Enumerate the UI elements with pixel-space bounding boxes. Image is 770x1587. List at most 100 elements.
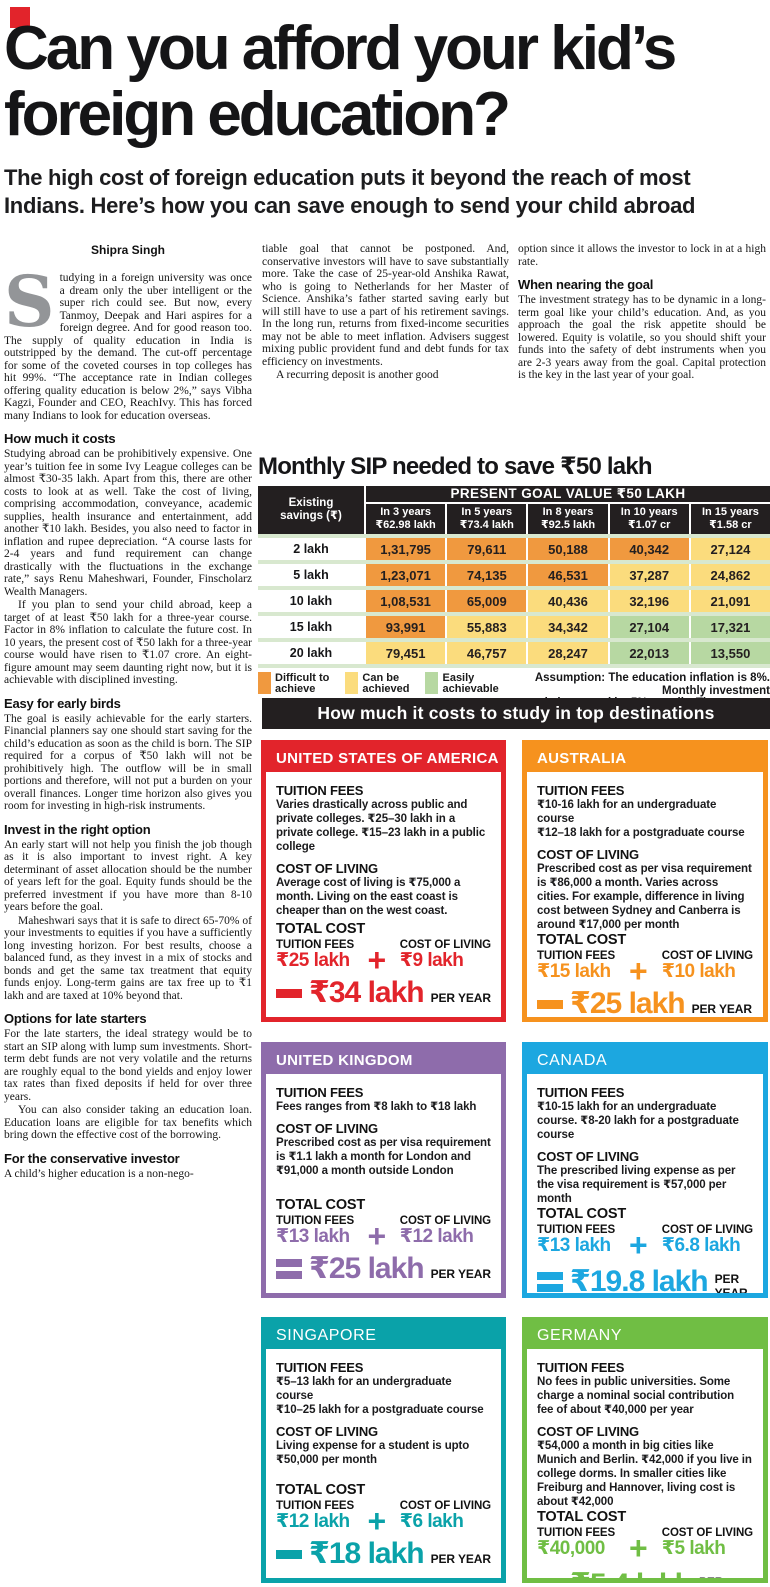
grand-total-row: ₹25 lakh PER YEAR bbox=[276, 1254, 491, 1284]
living-total-label: COST OF LIVING bbox=[661, 950, 753, 962]
cost-of-living-heading: COST OF LIVING bbox=[537, 1424, 639, 1439]
legend-item: Can be achieved bbox=[345, 672, 409, 695]
destination-card: UNITED STATES OF AMERICA TUITION FEES Vari… bbox=[261, 740, 506, 1022]
destination-card-body: TUITION FEES Fees ranges from ₹8 lakh to … bbox=[266, 1074, 501, 1293]
sip-row-header: Existing savings (₹) bbox=[258, 486, 364, 534]
destination-card-title: GERMANY bbox=[527, 1322, 763, 1349]
tuition-total: TUITION FEES ₹15 lakh bbox=[537, 950, 615, 982]
tuition-total-label: TUITION FEES bbox=[276, 1500, 355, 1512]
section-heading: How much it costs bbox=[4, 431, 116, 446]
sip-value-cell: 32,196 bbox=[609, 590, 689, 612]
sip-value-cell: 50,188 bbox=[528, 538, 608, 560]
total-cost-block: TOTAL COST TUITION FEES ₹13 lakh + COST OF L… bbox=[276, 1197, 491, 1284]
total-cost-row: TUITION FEES ₹13 lakh + COST OF LIVING ₹6.8 … bbox=[537, 1224, 753, 1261]
body-paragraph: A child’s higher education is a non-nego… bbox=[4, 1167, 194, 1180]
sip-value-cell: 65,009 bbox=[447, 590, 527, 612]
tuition-fees-text: ₹10-15 lakh for an undergraduate course.… bbox=[537, 1101, 739, 1141]
grand-total-value: ₹5.4 lakh bbox=[570, 1569, 693, 1578]
grand-total-value: ₹19.8 lakh bbox=[570, 1264, 709, 1293]
sip-row-label: 15 lakh bbox=[258, 616, 364, 638]
living-total-value: ₹12 lakh bbox=[399, 1226, 474, 1247]
total-cost-row: TUITION FEES ₹40,000 + COST OF LIVING ₹5 lak… bbox=[537, 1527, 753, 1564]
sip-column-headers: In 3 years ₹62.98 lakh In 5 years ₹73.4 l… bbox=[366, 504, 770, 534]
sip-value-cell: 1,08,531 bbox=[366, 590, 446, 612]
grand-total-row: ₹25 lakh PER YEAR bbox=[537, 989, 753, 1017]
sip-row-label: 20 lakh bbox=[258, 642, 364, 664]
section-heading: For the conservative investor bbox=[4, 1150, 180, 1166]
body-paragraph: The investment strategy has to be dynami… bbox=[518, 294, 766, 381]
destination-card: GERMANY TUITION FEES No fees in public uni… bbox=[522, 1317, 768, 1583]
living-total: COST OF LIVING ₹10 lakh bbox=[662, 950, 753, 982]
cost-of-living-heading: COST OF LIVING bbox=[276, 1424, 378, 1439]
section-heading: When nearing the goal bbox=[518, 277, 654, 292]
tuition-fees-heading: TUITION FEES bbox=[276, 783, 364, 798]
tuition-total: TUITION FEES ₹25 lakh bbox=[276, 939, 354, 971]
sip-value-cell: 79,451 bbox=[366, 642, 446, 664]
plus-icon: + bbox=[367, 1218, 387, 1254]
section-heading: Easy for early birds bbox=[4, 695, 121, 711]
body-paragraph: You can also consider taking an educatio… bbox=[4, 1104, 252, 1141]
total-cost-block: TOTAL COST TUITION FEES ₹13 lakh + COST OF L… bbox=[537, 1206, 753, 1293]
living-total: COST OF LIVING ₹9 lakh bbox=[400, 939, 491, 971]
total-cost-row: TUITION FEES ₹12 lakh + COST OF LIVING ₹6 la… bbox=[276, 1500, 491, 1539]
destination-card-title: SINGAPORE bbox=[266, 1322, 501, 1349]
equals-icon bbox=[537, 1271, 563, 1292]
equals-bar bbox=[276, 988, 302, 998]
total-cost-row: TUITION FEES ₹13 lakh + COST OF LIVING ₹12 l… bbox=[276, 1215, 491, 1254]
destination-card: AUSTRALIA TUITION FEES ₹10-16 lakh for an … bbox=[522, 740, 768, 1022]
total-cost-heading: TOTAL COST bbox=[537, 932, 627, 948]
tuition-fees-heading: TUITION FEES bbox=[276, 1085, 364, 1100]
body-paragraph: If you plan to send your child abroad, k… bbox=[4, 599, 252, 686]
sip-value-cell: 13,550 bbox=[690, 642, 770, 664]
plus-icon: + bbox=[367, 942, 387, 978]
total-cost-block: TOTAL COST TUITION FEES ₹15 lakh + COST OF L… bbox=[537, 932, 753, 1017]
sip-value-cell: 1,23,071 bbox=[366, 564, 446, 586]
tuition-total-value: ₹13 lakh bbox=[537, 1235, 611, 1256]
tuition-fees-text: ₹10-16 lakh for an undergraduate course … bbox=[537, 799, 745, 839]
total-cost-block: TOTAL COST TUITION FEES ₹40,000 + COST OF LI… bbox=[537, 1509, 753, 1578]
destination-card-body: TUITION FEES No fees in public universiti… bbox=[527, 1349, 763, 1578]
tuition-fees-heading: TUITION FEES bbox=[537, 1360, 625, 1375]
tuition-total: TUITION FEES ₹40,000 bbox=[537, 1527, 615, 1559]
destination-card: SINGAPORE TUITION FEES ₹5–13 lakh for an u… bbox=[261, 1317, 506, 1583]
sip-value-cell: 40,342 bbox=[609, 538, 689, 560]
sip-value-cell: 40,436 bbox=[528, 590, 608, 612]
legend-swatch bbox=[258, 672, 271, 694]
sip-value-cell: 46,531 bbox=[528, 564, 608, 586]
sip-column-header: In 5 years ₹73.4 lakh bbox=[447, 504, 527, 534]
sip-value-cell: 46,757 bbox=[447, 642, 527, 664]
total-cost-row: TUITION FEES ₹25 lakh + COST OF LIVING ₹9 la… bbox=[276, 939, 491, 978]
legend-label: Can be achieved bbox=[362, 672, 410, 695]
tuition-total-label: TUITION FEES bbox=[537, 1527, 616, 1539]
equals-bar bbox=[537, 1283, 563, 1292]
sip-value-cell: 79,611 bbox=[447, 538, 527, 560]
sip-value-cell: 17,321 bbox=[690, 616, 770, 638]
living-total-value: ₹6.8 lakh bbox=[661, 1235, 741, 1256]
grand-total-row: ₹5.4 lakh PER YEAR bbox=[537, 1566, 753, 1578]
grand-total-value: ₹18 lakh bbox=[309, 1537, 425, 1570]
sip-table-row: 15 lakh 93,991 55,883 34,342 27,104 17,321 bbox=[258, 616, 770, 638]
tuition-fees-heading: TUITION FEES bbox=[537, 1085, 625, 1100]
tuition-total: TUITION FEES ₹13 lakh bbox=[276, 1215, 354, 1247]
row-separator bbox=[258, 612, 770, 616]
tuition-total-label: TUITION FEES bbox=[537, 950, 616, 962]
cost-of-living-heading: COST OF LIVING bbox=[537, 847, 639, 862]
sip-value-cell: 93,991 bbox=[366, 616, 446, 638]
destination-card-body: TUITION FEES Varies drastically across pu… bbox=[266, 772, 501, 1017]
sip-row-label: 10 lakh bbox=[258, 590, 364, 612]
equals-icon bbox=[276, 1259, 302, 1279]
tuition-total-value: ₹25 lakh bbox=[276, 950, 350, 971]
living-total: COST OF LIVING ₹5 lakh bbox=[662, 1527, 753, 1559]
sip-value-cell: 24,862 bbox=[690, 564, 770, 586]
plus-icon: + bbox=[367, 1503, 387, 1539]
tuition-fees-text: Varies drastically across public and pri… bbox=[276, 799, 486, 853]
total-cost-heading: TOTAL COST bbox=[537, 1509, 627, 1525]
cost-of-living-text: Average cost of living is ₹75,000 a mont… bbox=[276, 877, 461, 917]
equals-bar bbox=[537, 1271, 563, 1280]
tuition-fees-heading: TUITION FEES bbox=[276, 1360, 364, 1375]
total-cost-heading: TOTAL COST bbox=[276, 1197, 366, 1213]
sip-value-cell: 22,013 bbox=[609, 642, 689, 664]
